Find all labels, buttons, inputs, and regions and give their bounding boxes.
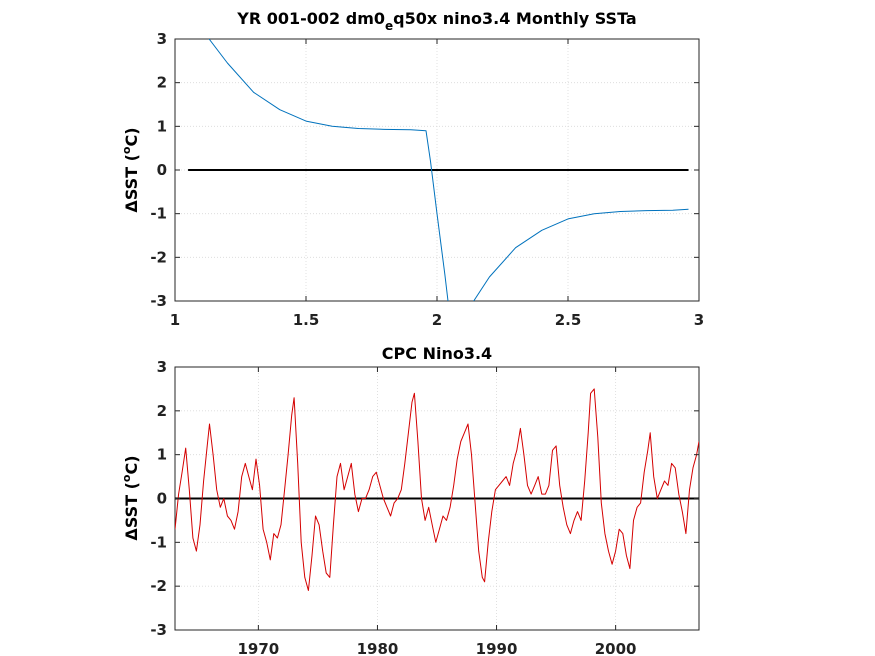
top-chart-ytick-label-6: -3 [150, 292, 167, 310]
bottom-chart-xtick-label-0: 1970 [237, 640, 279, 656]
top-chart-ytick-label-3: 0 [157, 161, 167, 179]
bottom-chart-ytick-label-3: 0 [157, 490, 167, 508]
top-chart-ylabel: ΔSST (oC) [120, 127, 141, 212]
top-chart-ytick-label-0: 3 [157, 30, 167, 48]
bottom-chart-series-line-0 [175, 388, 699, 591]
top-chart-xtick-label-4: 3 [694, 311, 704, 329]
top-chart-xtick-label-0: 1 [170, 311, 180, 329]
top-chart-ticks: 1 1.5 2 2.5 3 3 2 1 0 -1 -2 -3 [150, 30, 704, 329]
bottom-chart-xtick-label-3: 2000 [595, 640, 637, 656]
bottom-chart-ytick-label-4: -1 [150, 533, 167, 551]
top-chart-series-line-1 [473, 208, 689, 301]
top-chart-ytick-label-2: 1 [157, 117, 167, 135]
bottom-chart-xtick-label-1: 1980 [357, 640, 399, 656]
bottom-chart-ytick-label-5: -2 [150, 577, 167, 595]
top-chart-xtick-label-3: 2.5 [555, 311, 582, 329]
bottom-chart-ylabel: ΔSST (oC) [120, 455, 141, 540]
top-chart: YR 001-002 dm0eq50x nino3.4 Monthly SSTa… [120, 9, 704, 329]
top-chart-ytick-label-4: -1 [150, 205, 167, 223]
top-chart-title: YR 001-002 dm0eq50x nino3.4 Monthly SSTa [236, 9, 636, 33]
top-chart-xtick-label-2: 2 [432, 311, 442, 329]
bottom-chart-ytick-label-6: -3 [150, 621, 167, 639]
bottom-chart-ytick-label-0: 3 [157, 358, 167, 376]
bottom-chart-series [175, 388, 699, 591]
bottom-chart: CPC Nino3.4 1970 1980 1990 2000 3 2 1 0 -1 -2 -3 Δ… [120, 344, 700, 656]
top-chart-series-line-0 [208, 39, 449, 301]
top-chart-ytick-label-1: 2 [157, 74, 167, 92]
bottom-chart-ytick-label-2: 1 [157, 446, 167, 464]
bottom-chart-ytick-label-1: 2 [157, 402, 167, 420]
top-chart-xtick-label-1: 1.5 [293, 311, 320, 329]
top-chart-ytick-label-5: -2 [150, 248, 167, 266]
bottom-chart-xtick-label-2: 1990 [476, 640, 518, 656]
bottom-chart-ticks: 1970 1980 1990 2000 3 2 1 0 -1 -2 -3 [150, 358, 699, 656]
bottom-chart-title: CPC Nino3.4 [382, 344, 492, 363]
top-chart-series [188, 39, 689, 301]
